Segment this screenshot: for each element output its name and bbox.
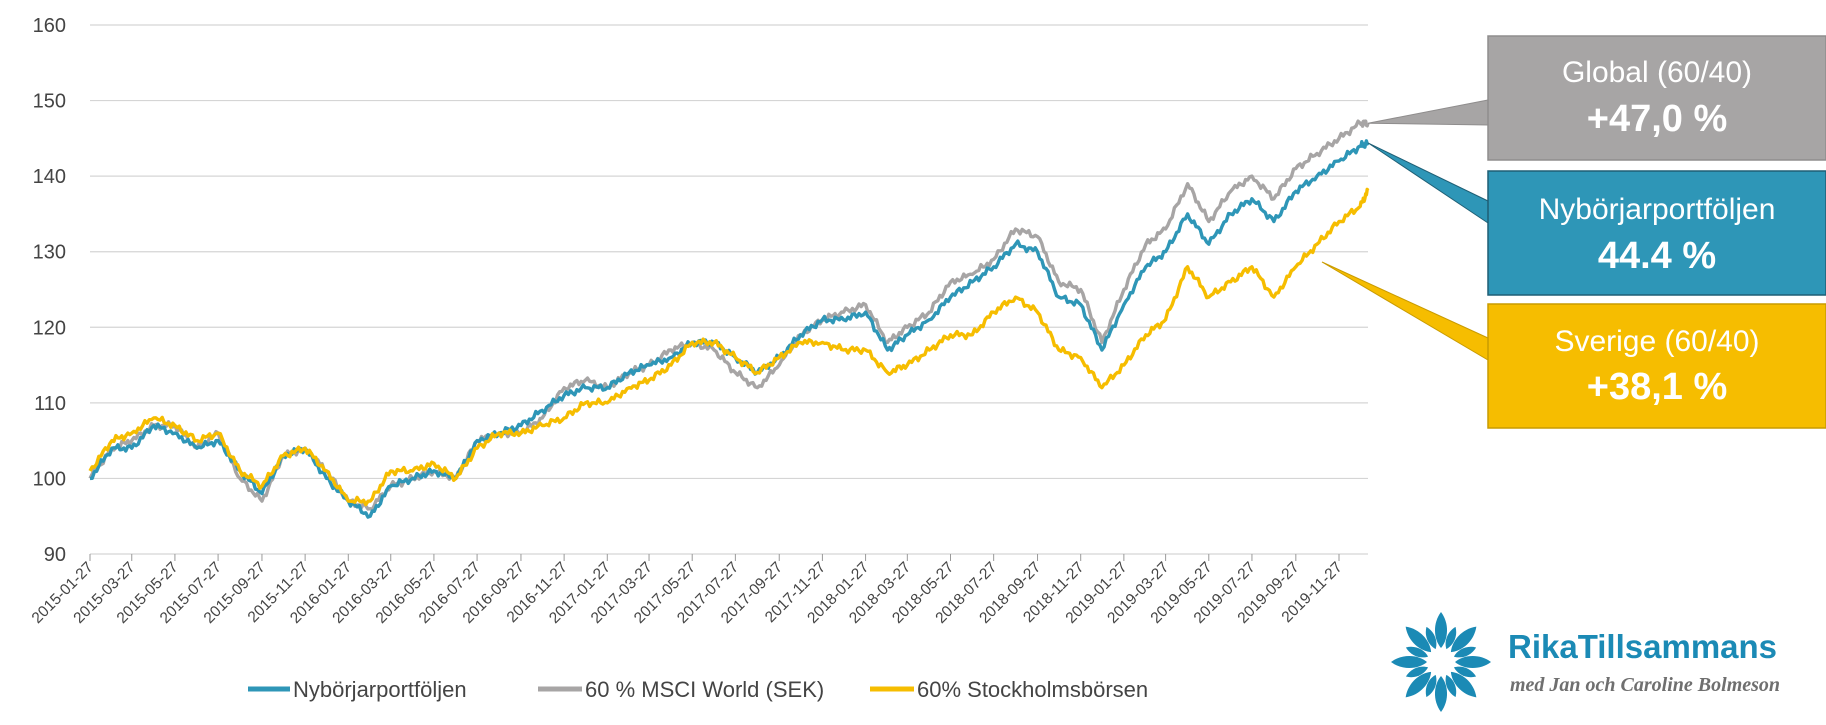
legend-label-stockholm: 60% Stockholmsbörsen — [917, 677, 1148, 702]
y-tick-label: 90 — [44, 544, 66, 566]
y-tick-label: 110 — [34, 393, 66, 415]
legend-item-nyborjar: Nybörjarportföljen — [248, 677, 467, 702]
callout-global-value: +47,0 % — [1587, 98, 1728, 140]
flower-petal — [1455, 656, 1491, 668]
flower-petal — [1434, 612, 1448, 648]
callout-sverige-box — [1487, 303, 1826, 429]
flower-petal — [1450, 671, 1477, 698]
y-tick-label: 160 — [33, 15, 66, 37]
legend-label-nyborjar: Nybörjarportföljen — [293, 677, 467, 702]
callout-sverige: Sverige (60/40) +38,1 % — [1321, 261, 1826, 429]
series-line-0 — [89, 139, 1370, 519]
callout-sverige-value: +38,1 % — [1587, 366, 1728, 408]
flower-icon — [1391, 612, 1491, 712]
series-line-2 — [88, 187, 1370, 507]
callout-nyborjar-name: Nybörjarportföljen — [1539, 193, 1776, 226]
flower-petal — [1445, 626, 1457, 650]
brand-tagline: med Jan och Caroline Bolmeson — [1510, 674, 1780, 696]
brand-logo: RikaTillsammans med Jan och Caroline Bol… — [1391, 612, 1780, 712]
gridlines — [90, 24, 1368, 555]
legend: Nybörjarportföljen 60 % MSCI World (SEK)… — [248, 677, 1148, 702]
plot-series — [88, 119, 1370, 519]
callout-nyborjar: Nybörjarportföljen 44.4 % — [1367, 142, 1826, 296]
series-line-1 — [88, 119, 1370, 512]
flower-petal — [1391, 656, 1427, 668]
flower-petal — [1405, 671, 1432, 698]
y-tick-label: 120 — [33, 317, 66, 339]
x-axis-ticks: 2015-01-272015-03-272015-05-272015-07-27… — [29, 554, 1346, 627]
flower-petal — [1445, 674, 1457, 698]
y-tick-label: 130 — [33, 242, 66, 264]
legend-item-msci: 60 % MSCI World (SEK) — [538, 677, 824, 702]
callout-sverige-name: Sverige (60/40) — [1554, 325, 1759, 358]
callout-global-name: Global (60/40) — [1562, 56, 1752, 89]
y-tick-label: 150 — [33, 91, 66, 113]
callout-sverige-pointer — [1321, 261, 1489, 361]
y-axis-ticks: 90 100 110 120 130 140 150 160 — [33, 15, 66, 566]
legend-label-msci: 60 % MSCI World (SEK) — [585, 677, 824, 702]
callout-global-pointer — [1367, 99, 1489, 126]
flower-petal — [1405, 646, 1429, 658]
y-tick-label: 140 — [33, 166, 66, 188]
flower-petal — [1425, 626, 1437, 650]
callout-nyborjar-value: 44.4 % — [1598, 235, 1716, 277]
legend-item-stockholm: 60% Stockholmsbörsen — [870, 677, 1148, 702]
callout-nyborjar-box — [1487, 170, 1826, 296]
flower-petal — [1405, 666, 1429, 678]
callout-global: Global (60/40) +47,0 % — [1367, 35, 1826, 161]
flower-petal — [1434, 676, 1448, 712]
callout-global-box — [1487, 35, 1826, 161]
flower-petal — [1450, 626, 1477, 653]
callout-nyborjar-pointer — [1367, 142, 1489, 224]
flower-petal — [1425, 674, 1437, 698]
flower-petal — [1453, 646, 1477, 658]
flower-petal — [1453, 666, 1477, 678]
y-tick-label: 100 — [33, 468, 66, 490]
flower-petal — [1405, 626, 1432, 653]
brand-name: RikaTillsammans — [1508, 628, 1777, 665]
